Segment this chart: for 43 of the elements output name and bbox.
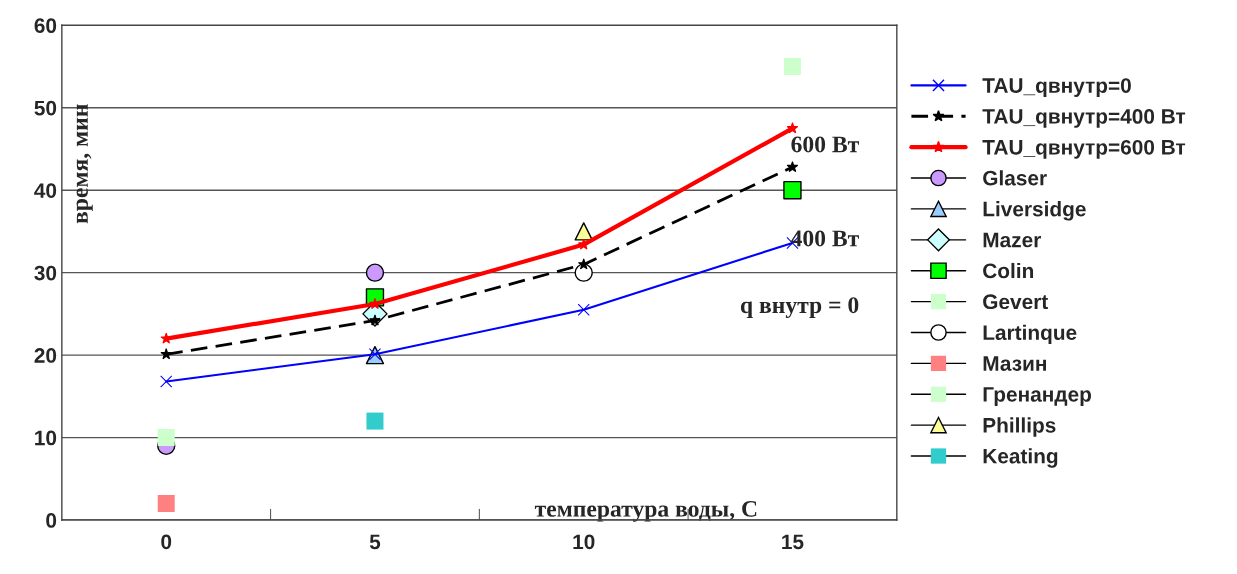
- legend-label: TAU_qвнутр=0: [982, 78, 1131, 97]
- legend-label: Мазин: [983, 356, 1046, 371]
- y-tick-label: 60: [34, 18, 57, 34]
- y-tick-label: 50: [34, 100, 57, 116]
- annotation: q внутр = 0: [740, 297, 859, 318]
- point: [577, 303, 590, 316]
- annotation: 600 Вт: [791, 136, 859, 153]
- point: [157, 429, 175, 447]
- y-tick-label: 30: [34, 265, 57, 281]
- annotation: 400 Вт: [790, 230, 859, 247]
- point: [365, 263, 385, 282]
- point: [160, 348, 173, 360]
- point: [783, 180, 802, 200]
- legend-label: Glaser: [983, 170, 1047, 186]
- legend-label: TAU_qвнутр=600 Вт: [982, 139, 1186, 159]
- point: [577, 258, 590, 270]
- legend-label: Colin: [983, 262, 1034, 279]
- point: [160, 375, 173, 388]
- y-tick-label: 20: [34, 348, 57, 363]
- y-tick-label: 40: [34, 183, 57, 198]
- y-tick-label: 10: [35, 430, 57, 446]
- legend-label: Mazer: [983, 232, 1041, 248]
- legend-label: Gevert: [983, 294, 1048, 310]
- legend-label: Liversidge: [983, 201, 1086, 221]
- legend-label: Гренандер: [983, 387, 1092, 406]
- point: [786, 122, 799, 134]
- legend-label: Keating: [983, 448, 1058, 468]
- y-tick-label: 0: [46, 513, 57, 528]
- legend-label: TAU_qвнутр=400 Вт: [982, 109, 1186, 128]
- legend-label: Phillips: [983, 417, 1056, 437]
- point: [366, 412, 384, 430]
- x-tick-label: 0: [161, 534, 172, 550]
- point: [157, 495, 175, 513]
- x-axis-title: температура воды, С: [534, 500, 757, 522]
- point: [783, 57, 801, 75]
- x-tick-label: 15: [782, 534, 804, 550]
- point: [786, 161, 799, 173]
- y-axis-title: время, мин: [76, 104, 93, 224]
- legend-label: Lartinque: [983, 324, 1077, 345]
- x-tick-label: 5: [369, 534, 381, 550]
- point: [577, 238, 590, 250]
- x-tick-label: 10: [573, 534, 595, 550]
- point: [574, 222, 593, 241]
